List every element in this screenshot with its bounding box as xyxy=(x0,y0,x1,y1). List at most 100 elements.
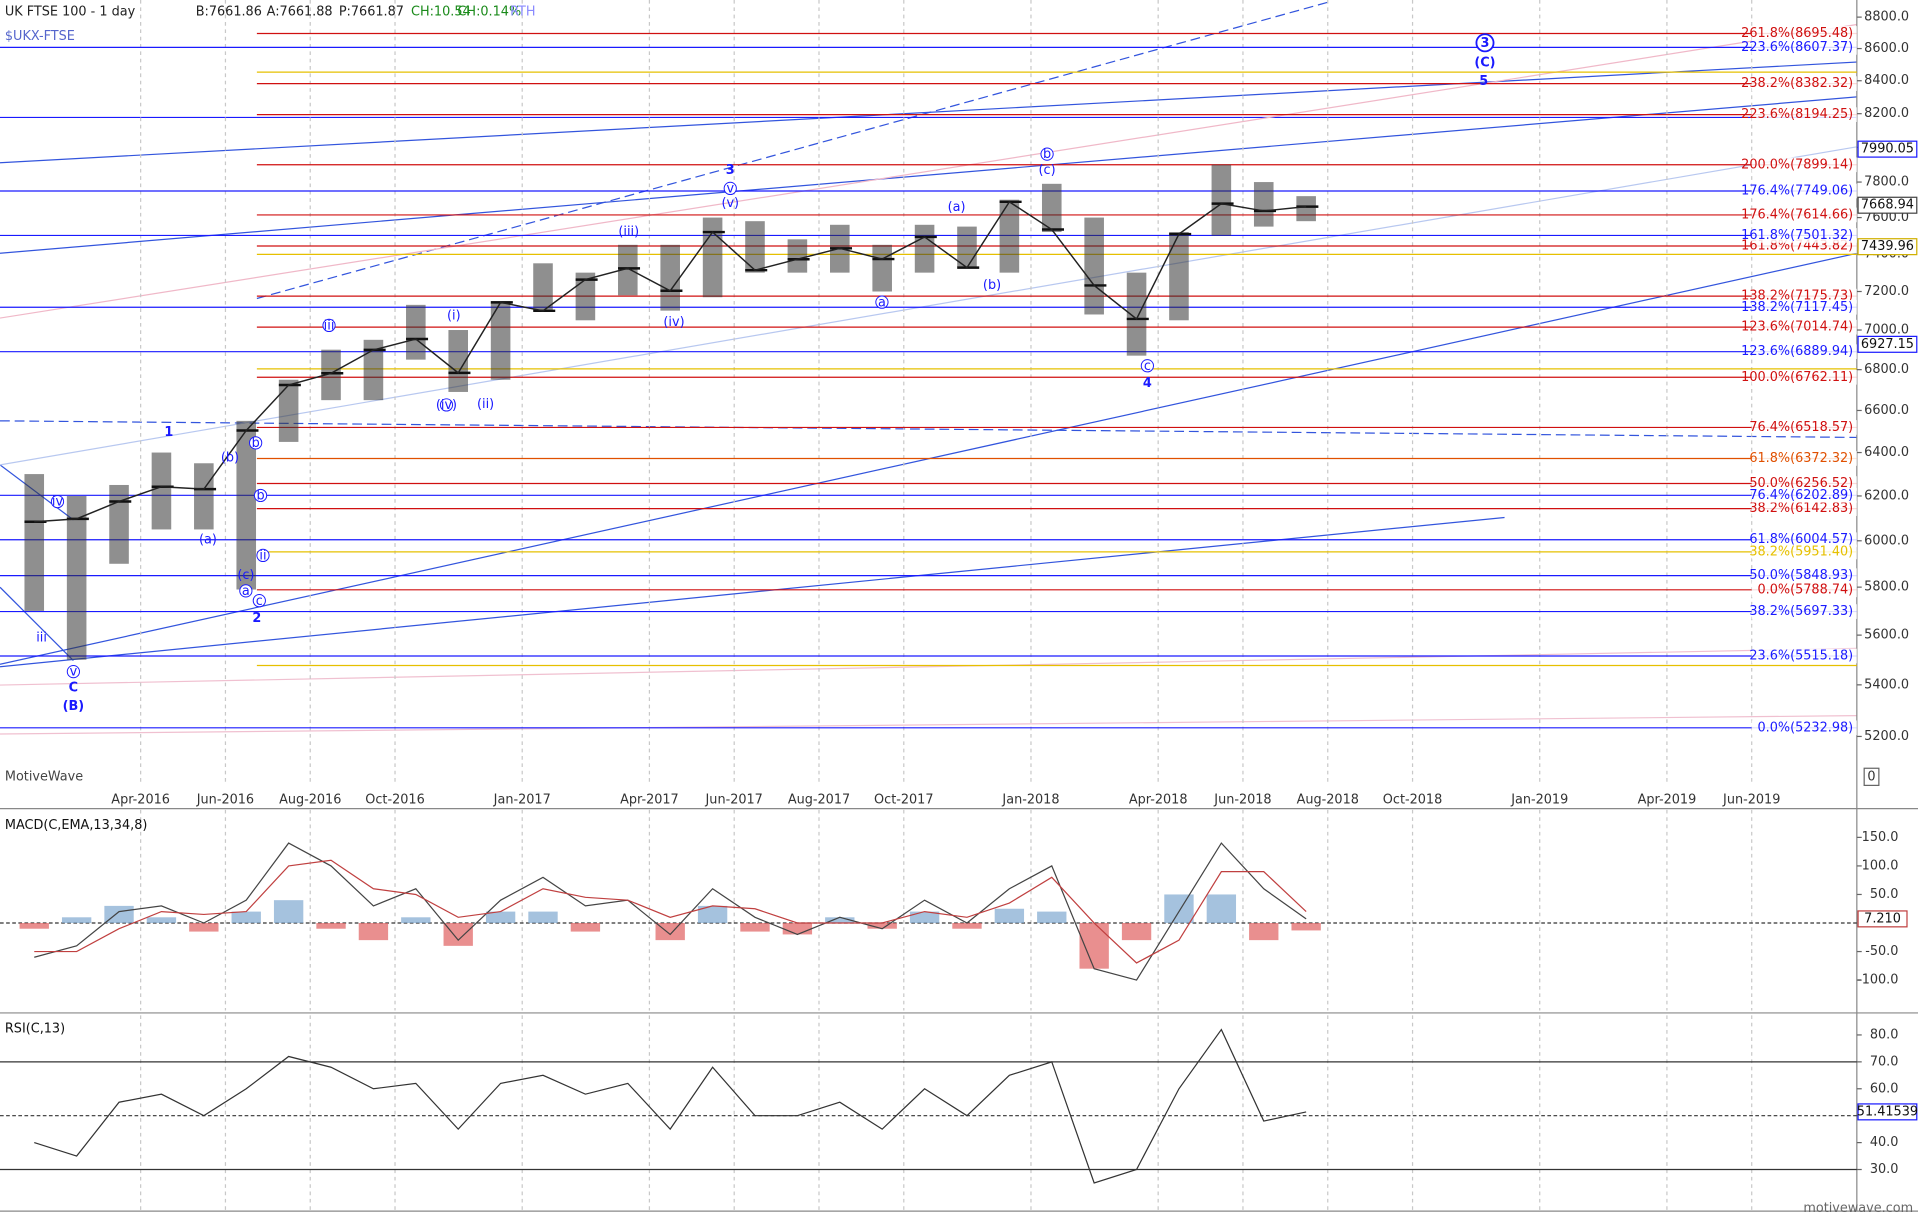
y-tick-label: 5800.0 xyxy=(1864,580,1909,595)
change: CH:10.54 xyxy=(411,5,471,20)
y-tick-label: 40.0 xyxy=(1870,1135,1899,1150)
histogram-bar xyxy=(570,923,601,932)
rsi-badge-label: 51.41539 xyxy=(1857,1104,1918,1119)
y-tick-label: 60.0 xyxy=(1870,1081,1899,1096)
y-tick-label: 5200.0 xyxy=(1864,729,1909,744)
wave-circle xyxy=(249,436,263,450)
wave-circle xyxy=(322,318,336,333)
bid: B:7661.86 xyxy=(196,5,262,20)
wave-label: (b) xyxy=(983,278,1001,293)
price-bar xyxy=(448,330,469,392)
y-tick-label: 5600.0 xyxy=(1864,628,1909,643)
price-bar xyxy=(575,272,596,321)
trendline xyxy=(0,58,1918,164)
fib-label-bg xyxy=(1751,582,1857,598)
histogram-bar xyxy=(1164,894,1194,924)
histogram-bar xyxy=(1121,923,1152,941)
price-bar xyxy=(1296,196,1316,222)
y-tick-label: 7800.0 xyxy=(1864,175,1909,190)
price-bar xyxy=(1169,232,1189,321)
wave-label: (iv) xyxy=(436,398,457,413)
axis-corner: 0 xyxy=(1867,769,1875,784)
fib-label-bg xyxy=(1751,648,1857,664)
histogram-bar xyxy=(740,923,770,932)
x-tick-label: Apr-2019 xyxy=(1638,793,1697,808)
x-tick-label: Apr-2018 xyxy=(1129,793,1188,808)
wave-label: C xyxy=(69,681,78,696)
y-tick-label: 50.0 xyxy=(1870,887,1899,902)
y-tick-label: 6200.0 xyxy=(1864,488,1909,503)
fib-label-bg xyxy=(1751,344,1857,360)
price-bar xyxy=(745,221,765,273)
fib-label-bg xyxy=(1751,40,1857,55)
histogram-bar xyxy=(1037,911,1067,924)
fib-label: 100.0%(6762.11) xyxy=(1741,370,1853,385)
x-tick-label: Jun-2018 xyxy=(1213,793,1271,808)
macd-badge xyxy=(1857,910,1908,928)
fib-label: 261.8%(8695.48) xyxy=(1741,26,1853,41)
trendline xyxy=(0,91,1918,254)
fib-label: 138.2%(7117.45) xyxy=(1741,300,1853,315)
rsi-badge xyxy=(1857,1103,1918,1121)
x-tick-label: Oct-2017 xyxy=(874,793,933,808)
fib-label-bg xyxy=(1751,544,1857,560)
price-bar xyxy=(660,244,680,311)
fib-label: 123.6%(7014.74) xyxy=(1741,320,1853,335)
x-tick-label: Oct-2016 xyxy=(365,793,424,808)
x-tick-label: Oct-2018 xyxy=(1383,793,1442,808)
panel-title: MACD(C,EMA,13,34,8) xyxy=(5,818,147,833)
fib-label: 161.8%(7501.32) xyxy=(1741,228,1853,243)
histogram-bar xyxy=(1206,894,1237,924)
price-bar xyxy=(109,484,129,564)
footer: motivewave.com xyxy=(1803,1201,1913,1216)
price-bar xyxy=(702,217,723,298)
macd-line xyxy=(34,842,1307,981)
x-tick-label: Jun-2016 xyxy=(196,793,254,808)
wave-circle xyxy=(723,181,737,196)
wave-label: (iv) xyxy=(663,315,684,330)
x-tick-label: Aug-2017 xyxy=(788,793,850,808)
wave-label: v xyxy=(726,182,734,197)
wave-label: 1 xyxy=(164,425,173,440)
fib-label: 238.2%(8382.32) xyxy=(1741,76,1853,91)
fib-label: 76.4%(6202.89) xyxy=(1749,488,1853,503)
wave-circle xyxy=(66,665,80,679)
wave-label: a xyxy=(242,584,250,599)
wave-circle xyxy=(256,548,270,563)
wave-label: b xyxy=(256,489,264,504)
histogram-bar xyxy=(358,923,389,941)
x-tick-label: Apr-2016 xyxy=(111,793,170,808)
x-tick-label: Aug-2018 xyxy=(1297,793,1359,808)
wave-label: (c) xyxy=(1039,163,1056,178)
y-tick-label: 5400.0 xyxy=(1864,677,1909,692)
y-tick-label: 100.0 xyxy=(1862,858,1899,873)
y-tick-label: 6000.0 xyxy=(1864,533,1909,548)
fib-label: 50.0%(6256.52) xyxy=(1749,476,1853,491)
wave-label: (C) xyxy=(1474,56,1495,71)
fib-label-bg xyxy=(1751,501,1857,516)
price-bar xyxy=(363,339,384,401)
price-bar xyxy=(914,224,935,273)
histogram-bar xyxy=(485,911,516,924)
wave-circle xyxy=(253,488,268,503)
histogram-bar xyxy=(1291,923,1321,931)
wave-circle xyxy=(1475,33,1495,53)
fib-label-bg xyxy=(1751,476,1857,491)
y-tick-label: 70.0 xyxy=(1870,1054,1899,1069)
fib-label-bg xyxy=(1751,76,1857,91)
ticker: $UKX-FTSE xyxy=(5,29,75,44)
price-badge-label: 7990.05 xyxy=(1861,142,1914,157)
y-tick-label: 7200.0 xyxy=(1864,284,1909,299)
price-bar xyxy=(151,452,172,530)
x-tick-label: Apr-2017 xyxy=(620,793,679,808)
price-bar xyxy=(66,495,87,660)
wave-label: 3 xyxy=(1481,36,1490,51)
wave-circle xyxy=(1140,359,1154,373)
trendline xyxy=(0,420,1918,439)
wave-label: (i) xyxy=(447,309,461,324)
x-tick-label: Aug-2016 xyxy=(279,793,341,808)
histogram-bar xyxy=(867,923,897,929)
wave-label: (a) xyxy=(199,533,217,548)
price-badge-label: 7668.94 xyxy=(1861,198,1914,213)
